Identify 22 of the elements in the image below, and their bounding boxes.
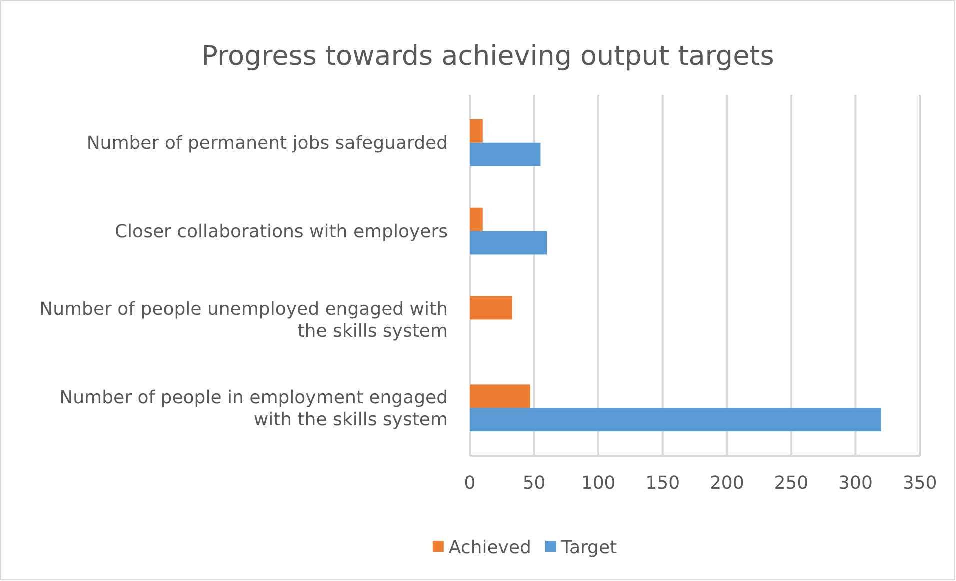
bar	[470, 142, 541, 166]
bar	[470, 119, 483, 143]
x-tick-label: 300	[838, 472, 873, 494]
y-tick-label: Number of people unemployed engaged with the skills system	[40, 299, 448, 342]
bar	[470, 208, 483, 232]
y-tick-label: Number of people in employment engaged with the skills system	[60, 387, 448, 430]
y-tick-label: Number of permanent jobs safeguarded	[86, 133, 448, 154]
legend-label: Target	[560, 537, 618, 558]
x-tick-label: 250	[774, 472, 809, 494]
bar	[470, 231, 548, 255]
x-tick-label: 50	[522, 472, 546, 494]
x-tick-label: 150	[646, 472, 680, 494]
x-tick-label: 200	[710, 472, 744, 494]
x-tick-label: 350	[902, 472, 938, 494]
legend-label: Achieved	[448, 537, 532, 558]
bar	[470, 296, 512, 320]
y-tick-label: Closer collaborations with employers	[114, 222, 448, 243]
bar	[470, 384, 530, 408]
bar	[470, 408, 882, 432]
x-tick-label: 100	[581, 472, 616, 494]
x-tick-label: 0	[464, 472, 476, 494]
chart-title: Progress towards achieving output targets	[202, 41, 774, 72]
